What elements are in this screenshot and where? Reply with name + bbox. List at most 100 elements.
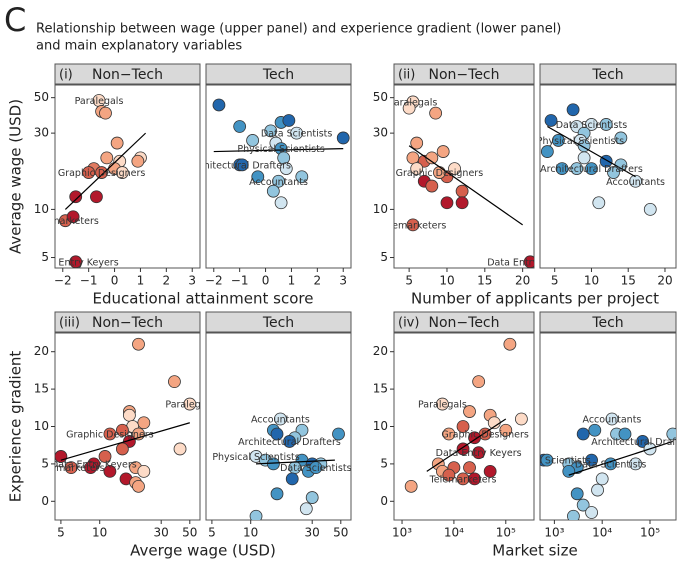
x-tick-label: 5 bbox=[551, 274, 559, 288]
trend-line bbox=[568, 440, 673, 476]
x-tick-label: 10⁴ bbox=[592, 526, 612, 540]
point-label: Data Entry Keyers bbox=[33, 257, 119, 268]
y-tick-label: 30 bbox=[34, 126, 49, 140]
point bbox=[499, 423, 513, 437]
point bbox=[585, 118, 598, 131]
y-tick-label: 5 bbox=[41, 250, 49, 264]
facet-strip bbox=[54, 63, 201, 85]
facet-strip bbox=[539, 311, 677, 333]
facet-label: Non−Tech bbox=[429, 67, 500, 83]
facet-strip bbox=[539, 63, 677, 85]
point bbox=[514, 412, 528, 426]
point bbox=[595, 472, 609, 486]
point bbox=[406, 151, 420, 165]
point-label: Data Entry Keyers bbox=[487, 257, 573, 268]
point-label: Graphic Designers bbox=[66, 429, 154, 440]
figure-title: and main explanatory variables bbox=[36, 39, 242, 54]
point bbox=[173, 442, 187, 456]
point bbox=[456, 420, 470, 433]
x-tick-label: 50 bbox=[333, 526, 348, 540]
point bbox=[246, 134, 260, 147]
trend-line bbox=[64, 132, 147, 210]
x-axis-title: Educational attainment score bbox=[93, 290, 314, 308]
point-label: Data Scientists bbox=[556, 120, 628, 131]
x-tick-label: 5 bbox=[57, 526, 65, 540]
point bbox=[592, 196, 606, 210]
point bbox=[90, 190, 103, 204]
point bbox=[605, 412, 619, 426]
plot-area: Accountants Architectural Drafters Physica… bbox=[212, 412, 352, 520]
point bbox=[570, 487, 584, 501]
point bbox=[110, 136, 124, 150]
point bbox=[66, 210, 80, 224]
point bbox=[115, 166, 129, 179]
point bbox=[251, 170, 265, 184]
point bbox=[183, 397, 197, 411]
trend-line bbox=[256, 459, 335, 465]
x-tick-label: 5 bbox=[208, 526, 216, 540]
point bbox=[566, 103, 580, 117]
y-axis-title: Experience gradient bbox=[7, 351, 25, 503]
x-axis-title: Averge wage (USD) bbox=[130, 542, 276, 560]
y-tick-label: 5 bbox=[380, 456, 388, 470]
point bbox=[410, 162, 424, 175]
point bbox=[274, 412, 287, 426]
point-label: Physical Scientists bbox=[503, 456, 590, 467]
point bbox=[540, 453, 554, 467]
point bbox=[666, 427, 676, 441]
x-tick-label: 10³ bbox=[544, 526, 564, 540]
y-tick-label: 10 bbox=[373, 419, 388, 433]
y-tick-label: 10 bbox=[34, 419, 49, 433]
point-label: Accountants bbox=[249, 177, 308, 188]
point bbox=[103, 464, 117, 478]
plot-area: Data Scientists Physical Scientists Archit… bbox=[537, 103, 665, 216]
x-tick-label: 1 bbox=[137, 274, 145, 288]
point bbox=[82, 166, 96, 179]
point bbox=[429, 106, 443, 120]
point bbox=[285, 472, 299, 486]
point bbox=[272, 174, 285, 188]
panel-letter: C bbox=[4, 1, 26, 39]
point-label: Data Scientists bbox=[261, 129, 333, 140]
point bbox=[137, 464, 151, 478]
x-tick-label: 10⁴ bbox=[444, 526, 464, 540]
point-label: Graphic Designers bbox=[396, 168, 484, 179]
point bbox=[448, 162, 461, 175]
x-tick-label: 2 bbox=[314, 274, 322, 288]
point bbox=[576, 498, 590, 512]
point bbox=[468, 472, 481, 486]
point bbox=[425, 179, 439, 193]
point bbox=[436, 145, 450, 158]
x-tick-label: 1 bbox=[288, 274, 296, 288]
point bbox=[629, 174, 642, 188]
x-tick-label: 20 bbox=[657, 274, 672, 288]
facet-label: Tech bbox=[262, 315, 294, 331]
x-axis-title: Market size bbox=[492, 542, 577, 560]
point-label: Accountants bbox=[583, 415, 642, 426]
point-label: Telemarketers bbox=[37, 463, 105, 474]
y-tick-label: 15 bbox=[34, 382, 49, 396]
point-label: Data Scientists bbox=[280, 463, 352, 474]
point bbox=[84, 461, 98, 475]
point bbox=[235, 158, 249, 172]
point bbox=[555, 162, 569, 175]
facet-label: Non−Tech bbox=[429, 315, 500, 331]
point bbox=[562, 464, 576, 478]
point bbox=[643, 203, 657, 216]
point bbox=[283, 435, 296, 448]
point bbox=[103, 427, 117, 441]
point-label: Physical Scientists bbox=[537, 136, 624, 147]
x-tick-label: 10 bbox=[243, 526, 258, 540]
point bbox=[463, 405, 476, 418]
point bbox=[270, 427, 284, 441]
point bbox=[442, 468, 456, 482]
point bbox=[463, 461, 476, 475]
x-tick-label: −2 bbox=[205, 274, 223, 288]
plot-frame bbox=[393, 84, 535, 269]
point bbox=[577, 151, 591, 165]
point-label: Graphic Designers bbox=[441, 429, 529, 440]
facet-strip bbox=[54, 311, 201, 333]
point bbox=[588, 423, 602, 437]
point-label: Graphic Designers bbox=[58, 168, 146, 179]
facet-label: Non−Tech bbox=[92, 315, 163, 331]
